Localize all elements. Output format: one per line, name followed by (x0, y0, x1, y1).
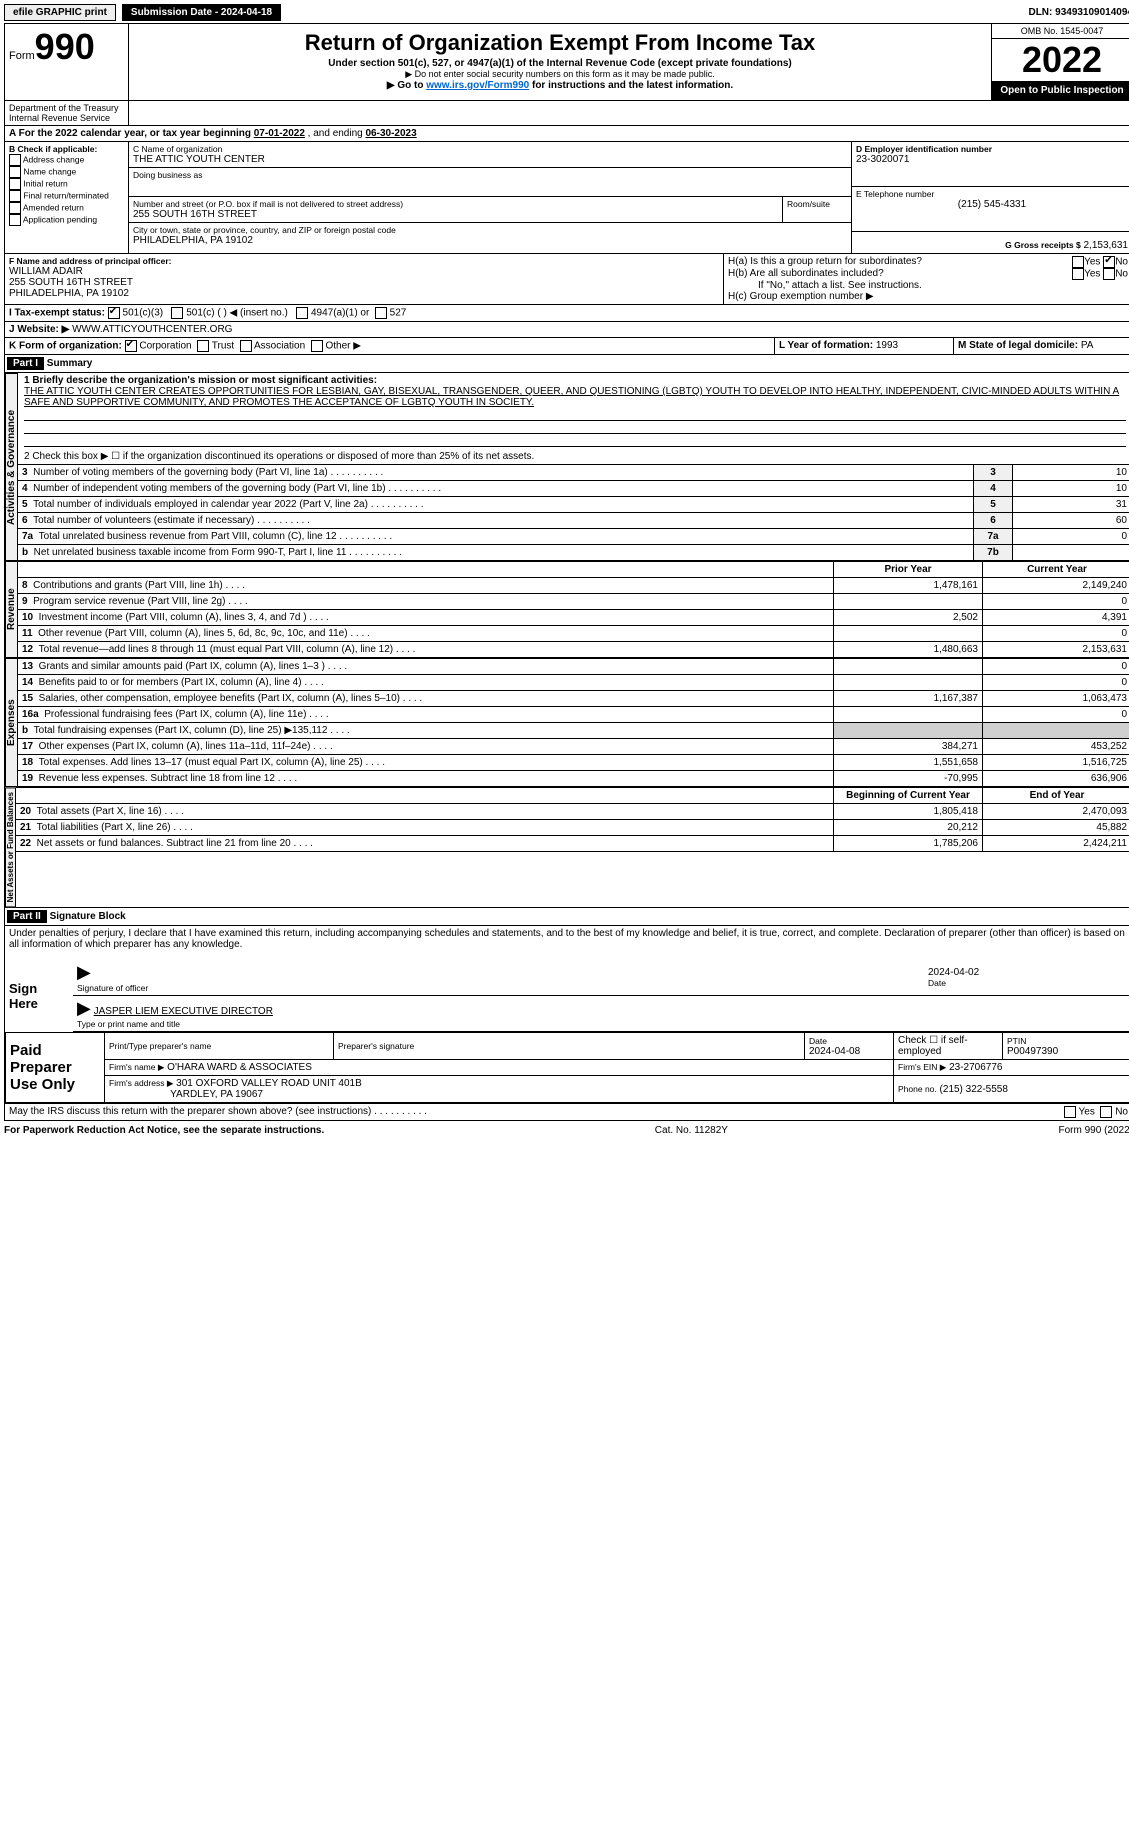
efile-label: efile GRAPHIC print (4, 4, 116, 21)
box-j: J Website: ▶ WWW.ATTICYOUTHCENTER.ORG (5, 322, 1129, 337)
table-row: 7a Total unrelated business revenue from… (18, 529, 1129, 545)
form-main: Form990 Return of Organization Exempt Fr… (4, 23, 1129, 1121)
box-i: I Tax-exempt status: 501(c)(3) 501(c) ( … (5, 305, 1129, 321)
line-a: A For the 2022 calendar year, or tax yea… (5, 126, 1129, 142)
table-row: 15 Salaries, other compensation, employe… (18, 691, 1129, 707)
vert-expenses: Expenses (5, 658, 18, 787)
table-row: 18 Total expenses. Add lines 13–17 (must… (18, 755, 1129, 771)
form-title: Return of Organization Exempt From Incom… (133, 30, 987, 56)
table-row: 10 Investment income (Part VIII, column … (18, 610, 1129, 626)
page-footer: For Paperwork Reduction Act Notice, see … (4, 1125, 1129, 1136)
discuss-row: May the IRS discuss this return with the… (5, 1103, 1129, 1120)
vert-revenue: Revenue (5, 561, 18, 658)
expenses-table: 13 Grants and similar amounts paid (Part… (18, 658, 1129, 787)
gross-receipts-label: G Gross receipts $ (1005, 240, 1081, 250)
table-row: 22 Net assets or fund balances. Subtract… (16, 836, 1129, 852)
box-c: C Name of organization THE ATTIC YOUTH C… (129, 142, 852, 253)
tax-year: 2022 (992, 39, 1129, 81)
table-row: b Net unrelated business taxable income … (18, 545, 1129, 561)
box-m: M State of legal domicile: PA (954, 338, 1129, 354)
checkbox-option[interactable]: Name change (9, 166, 124, 178)
ein-label: D Employer identification number (856, 144, 1128, 154)
table-row: 17 Other expenses (Part IX, column (A), … (18, 739, 1129, 755)
vert-activities: Activities & Governance (5, 373, 18, 561)
year-cell: OMB No. 1545-0047 2022 Open to Public In… (991, 24, 1129, 100)
box-l: L Year of formation: 1993 (775, 338, 954, 354)
signature-arrow-icon: ▶ (77, 998, 91, 1018)
table-row: 13 Grants and similar amounts paid (Part… (18, 659, 1129, 675)
box-k: K Form of organization: Corporation Trus… (5, 338, 775, 354)
penalty-text: Under penalties of perjury, I declare th… (5, 926, 1129, 952)
checkbox-option[interactable]: Final return/terminated (9, 190, 124, 202)
line-2: 2 Check this box ▶ ☐ if the organization… (18, 449, 1129, 464)
form-title-cell: Return of Organization Exempt From Incom… (129, 24, 991, 100)
table-row: 8 Contributions and grants (Part VIII, l… (18, 578, 1129, 594)
table-row: 4 Number of independent voting members o… (18, 481, 1129, 497)
vert-netassets: Net Assets or Fund Balances (5, 787, 16, 907)
checkbox-option[interactable]: Initial return (9, 178, 124, 190)
table-row: 6 Total number of volunteers (estimate i… (18, 513, 1129, 529)
firm-address: 301 OXFORD VALLEY ROAD UNIT 401B (176, 1078, 362, 1089)
form-subtitle: Under section 501(c), 527, or 4947(a)(1)… (133, 58, 987, 69)
table-row: 14 Benefits paid to or for members (Part… (18, 675, 1129, 691)
street-label: Number and street (or P.O. box if mail i… (133, 199, 778, 209)
form-header: Form990 Return of Organization Exempt Fr… (5, 24, 1129, 101)
box-d-e-g: D Employer identification number 23-3020… (852, 142, 1129, 253)
checkbox-option[interactable]: Address change (9, 154, 124, 166)
org-name-label: C Name of organization (133, 144, 847, 154)
form-number-cell: Form990 (5, 24, 129, 100)
form-note-1: ▶ Do not enter social security numbers o… (133, 69, 987, 80)
table-row: 21 Total liabilities (Part X, line 26)20… (16, 820, 1129, 836)
box-b: B Check if applicable: Address change Na… (5, 142, 129, 253)
omb-number: OMB No. 1545-0047 (992, 24, 1129, 39)
open-public-badge: Open to Public Inspection (992, 81, 1129, 100)
table-row: 20 Total assets (Part X, line 16)1,805,4… (16, 804, 1129, 820)
net-assets-table: Beginning of Current YearEnd of Year 20 … (16, 787, 1129, 852)
table-row: 12 Total revenue—add lines 8 through 11 … (18, 642, 1129, 658)
street-address: 255 SOUTH 16TH STREET (133, 209, 778, 220)
table-row: 5 Total number of individuals employed i… (18, 497, 1129, 513)
ein-value: 23-3020071 (856, 154, 1128, 165)
part-1-header: Part I Summary (5, 355, 1129, 373)
sign-here-label: Sign Here (5, 960, 73, 1032)
table-row: 9 Program service revenue (Part VIII, li… (18, 594, 1129, 610)
signature-arrow-icon: ▶ (77, 962, 91, 982)
sign-here-block: Sign Here ▶ Signature of officer 2024-04… (5, 960, 1129, 1032)
room-label: Room/suite (783, 197, 851, 222)
firm-ein: 23-2706776 (949, 1062, 1002, 1073)
city-label: City or town, state or province, country… (133, 225, 847, 235)
part-2-header: Part II Signature Block (5, 907, 1129, 926)
phone-label: E Telephone number (856, 189, 1128, 199)
paid-preparer-block: Paid Preparer Use Only Print/Type prepar… (5, 1032, 1129, 1103)
dba-label: Doing business as (133, 170, 847, 180)
officer-name: JASPER LIEM EXECUTIVE DIRECTOR (94, 1006, 273, 1017)
table-row: 16a Professional fundraising fees (Part … (18, 707, 1129, 723)
section-b-to-g: B Check if applicable: Address change Na… (5, 142, 1129, 254)
box-h: H(a) Is this a group return for subordin… (724, 254, 1129, 304)
city-state-zip: PHILADELPHIA, PA 19102 (133, 235, 847, 246)
submission-date-button[interactable]: Submission Date - 2024-04-18 (122, 4, 281, 21)
firm-name: O'HARA WARD & ASSOCIATES (167, 1062, 312, 1073)
irs-link[interactable]: www.irs.gov/Form990 (426, 80, 529, 91)
phone-value: (215) 545-4331 (856, 199, 1128, 210)
table-row: b Total fundraising expenses (Part IX, c… (18, 723, 1129, 739)
gross-receipts-value: 2,153,631 (1084, 240, 1129, 251)
activities-governance-table: 3 Number of voting members of the govern… (18, 464, 1129, 561)
top-bar: efile GRAPHIC print Submission Date - 20… (4, 4, 1129, 21)
checkbox-option[interactable]: Application pending (9, 214, 124, 226)
firm-phone: (215) 322-5558 (940, 1084, 1008, 1095)
table-row: 3 Number of voting members of the govern… (18, 465, 1129, 481)
org-name: THE ATTIC YOUTH CENTER (133, 154, 847, 165)
section-f-h: F Name and address of principal officer:… (5, 254, 1129, 305)
form-note-2: ▶ Go to www.irs.gov/Form990 for instruct… (133, 80, 987, 91)
checkbox-option[interactable]: Amended return (9, 202, 124, 214)
dept-label: Department of the Treasury Internal Reve… (5, 101, 129, 125)
revenue-table: Prior YearCurrent Year 8 Contributions a… (18, 561, 1129, 658)
paid-preparer-label: Paid Preparer Use Only (6, 1033, 105, 1103)
box-f: F Name and address of principal officer:… (5, 254, 724, 304)
table-row: 19 Revenue less expenses. Subtract line … (18, 771, 1129, 787)
line-1: 1 Briefly describe the organization's mi… (18, 373, 1129, 449)
dln-label: DLN: 93493109014094 (1028, 7, 1129, 18)
table-row: 11 Other revenue (Part VIII, column (A),… (18, 626, 1129, 642)
